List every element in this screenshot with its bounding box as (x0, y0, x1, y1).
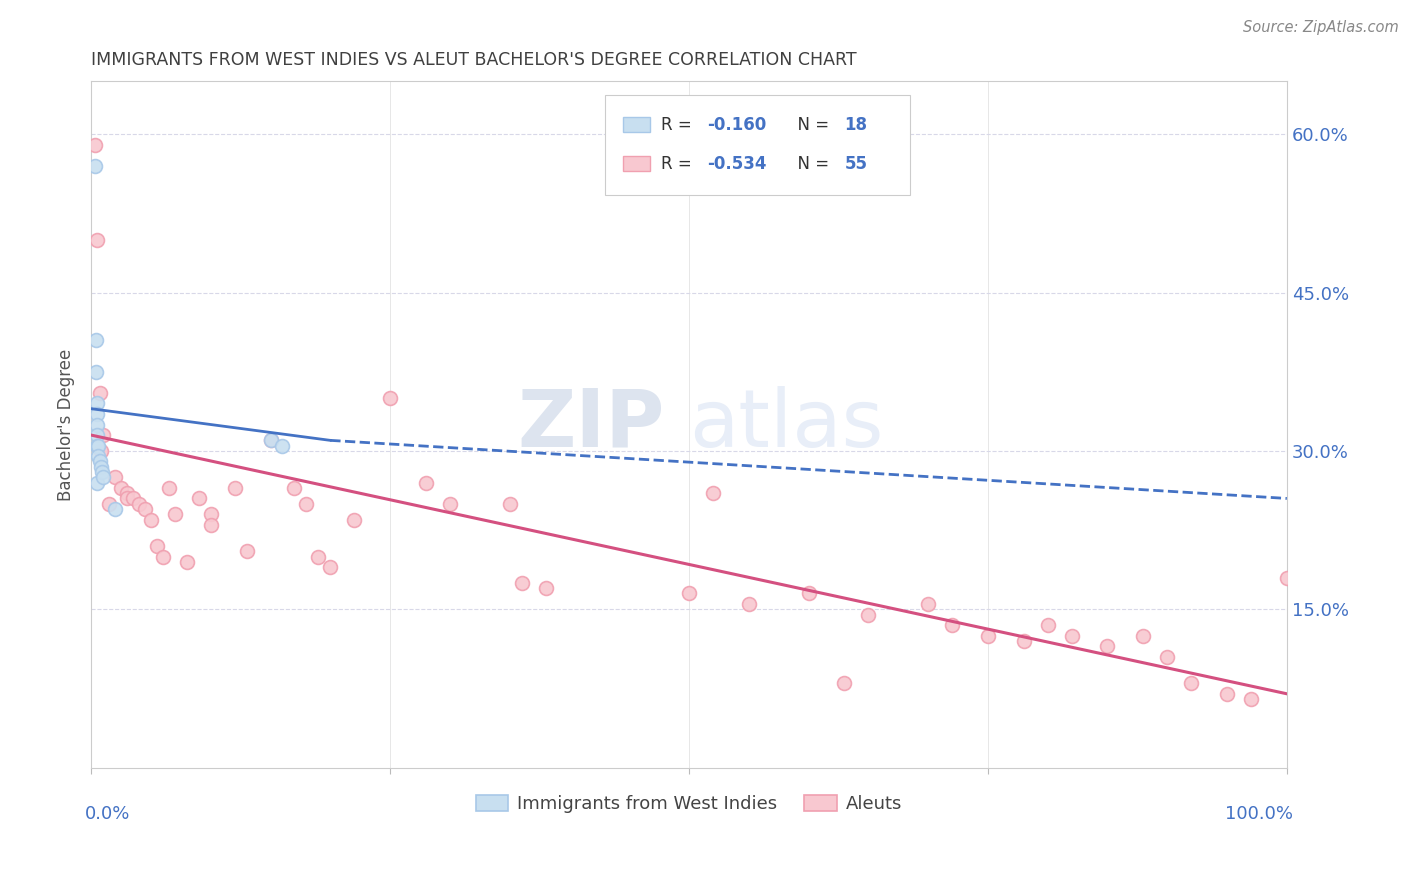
Point (510, 575, 533, 590)
Text: N =: N = (787, 154, 834, 173)
Text: ZIP: ZIP (517, 385, 665, 464)
Point (343, 512, 366, 526)
Point (122, 491, 145, 506)
Point (917, 597, 939, 611)
Text: -0.534: -0.534 (707, 154, 766, 173)
Text: R =: R = (661, 154, 697, 173)
Point (115, 486, 138, 500)
Point (378, 391, 401, 405)
Text: -0.160: -0.160 (707, 116, 766, 134)
Point (678, 586, 700, 600)
Point (91, 428, 114, 442)
Point (283, 481, 305, 495)
Point (84, 333, 107, 347)
Text: IMMIGRANTS FROM WEST INDIES VS ALEUT BACHELOR'S DEGREE CORRELATION CHART: IMMIGRANTS FROM WEST INDIES VS ALEUT BAC… (91, 51, 856, 69)
Point (1097, 640, 1119, 654)
Point (90, 459, 112, 474)
Point (858, 607, 880, 622)
Text: 55: 55 (845, 154, 868, 173)
Point (163, 508, 186, 522)
Point (1060, 629, 1083, 643)
Point (415, 475, 437, 490)
Point (89, 385, 111, 400)
Point (86, 428, 108, 442)
Point (90, 465, 112, 479)
Point (83, 137, 105, 152)
Point (439, 497, 461, 511)
Point (86, 407, 108, 421)
Point (319, 560, 342, 574)
Text: 100.0%: 100.0% (1225, 805, 1292, 823)
Point (104, 470, 127, 484)
FancyBboxPatch shape (623, 156, 650, 171)
Text: N =: N = (787, 116, 834, 134)
Point (87, 449, 110, 463)
Point (224, 481, 246, 495)
Point (295, 497, 318, 511)
Point (797, 586, 820, 600)
Text: atlas: atlas (689, 385, 883, 464)
Point (1012, 634, 1035, 648)
Point (139, 512, 162, 526)
Point (187, 491, 209, 506)
FancyBboxPatch shape (606, 95, 910, 194)
Text: 0.0%: 0.0% (86, 805, 131, 823)
Legend: Immigrants from West Indies, Aleuts: Immigrants from West Indies, Aleuts (468, 788, 910, 821)
Point (157, 481, 180, 495)
Point (86, 475, 108, 490)
Point (307, 549, 329, 564)
Point (84, 365, 107, 379)
Point (86, 417, 108, 432)
Point (941, 618, 963, 632)
Point (200, 508, 222, 522)
Text: 18: 18 (845, 116, 868, 134)
Point (104, 502, 127, 516)
Point (1156, 649, 1178, 664)
Point (87, 439, 110, 453)
Point (1132, 629, 1154, 643)
Point (1036, 618, 1059, 632)
Point (152, 549, 174, 564)
Text: Source: ZipAtlas.com: Source: ZipAtlas.com (1243, 20, 1399, 35)
Point (1180, 676, 1202, 690)
Point (1216, 687, 1239, 701)
Point (498, 497, 520, 511)
Point (115, 491, 138, 506)
Point (259, 434, 281, 448)
Point (235, 544, 257, 558)
Point (90, 444, 112, 458)
Point (86, 233, 108, 247)
Point (83, 159, 105, 173)
Point (98, 497, 121, 511)
Point (110, 481, 132, 495)
Point (86, 396, 108, 410)
Point (89, 454, 111, 468)
Y-axis label: Bachelor's Degree: Bachelor's Degree (58, 349, 75, 500)
Point (259, 434, 281, 448)
Point (534, 581, 557, 595)
Point (91, 470, 114, 484)
Point (176, 555, 198, 569)
Point (834, 676, 856, 690)
Point (271, 439, 294, 453)
Point (128, 497, 150, 511)
Point (702, 486, 724, 500)
Point (200, 517, 222, 532)
Text: R =: R = (661, 116, 697, 134)
Point (146, 539, 169, 553)
Point (1275, 571, 1298, 585)
Point (738, 597, 761, 611)
Point (134, 502, 156, 516)
FancyBboxPatch shape (623, 117, 650, 132)
Point (1240, 692, 1263, 706)
Point (86, 439, 108, 453)
Point (977, 629, 1000, 643)
